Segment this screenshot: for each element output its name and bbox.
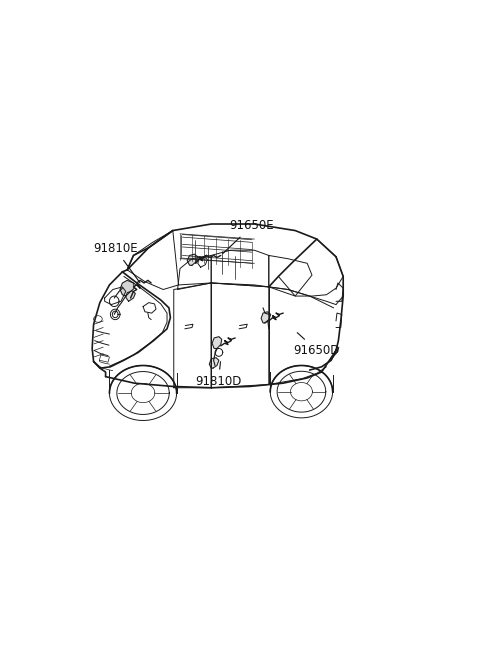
Text: 91650D: 91650D xyxy=(294,333,340,357)
Polygon shape xyxy=(261,312,271,323)
Polygon shape xyxy=(187,254,198,265)
Polygon shape xyxy=(126,291,135,301)
Polygon shape xyxy=(120,280,134,296)
Text: 91810E: 91810E xyxy=(93,242,140,283)
Polygon shape xyxy=(212,337,222,348)
Text: 91650E: 91650E xyxy=(223,219,274,253)
Polygon shape xyxy=(209,358,219,368)
Text: 91810D: 91810D xyxy=(195,362,241,388)
